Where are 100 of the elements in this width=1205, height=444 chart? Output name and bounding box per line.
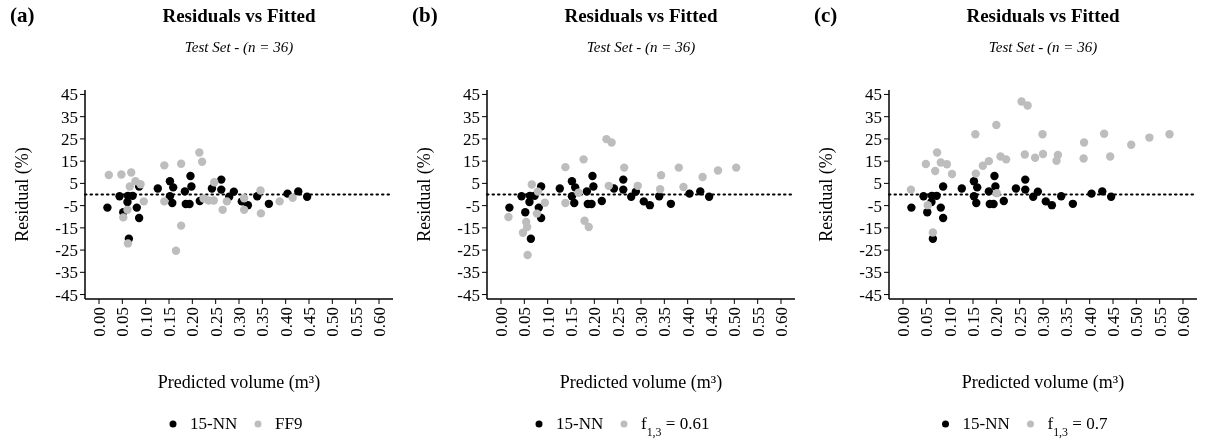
point	[597, 196, 606, 206]
point	[1041, 197, 1050, 206]
point	[180, 187, 190, 196]
point	[186, 171, 195, 181]
y-tick-label: 5	[471, 174, 480, 194]
point	[153, 184, 162, 193]
y-tick-label: 35	[463, 107, 480, 127]
y-tick-label: 35	[61, 107, 78, 127]
x-tick-label: 0.20	[585, 307, 605, 337]
y-tick-label: -5	[465, 196, 480, 216]
point	[656, 170, 666, 180]
point	[1079, 138, 1089, 147]
point	[921, 159, 931, 169]
point	[160, 197, 169, 206]
point	[222, 197, 232, 206]
point	[1021, 175, 1030, 184]
point	[923, 208, 932, 217]
point	[655, 184, 665, 194]
point	[1020, 150, 1029, 159]
x-tick-label: 0.20	[987, 307, 1007, 337]
point	[971, 169, 980, 178]
x-tick-label: 0.45	[701, 307, 721, 337]
point	[165, 192, 175, 201]
point	[176, 159, 186, 169]
point	[923, 200, 932, 210]
point	[217, 175, 226, 184]
point	[1057, 192, 1066, 201]
point	[932, 148, 942, 157]
point	[1098, 187, 1107, 196]
y-tick-label: 15	[865, 152, 882, 172]
x-tick-label: 0.60	[771, 307, 791, 337]
point	[239, 205, 249, 215]
x-tick-label: 0.10	[136, 307, 156, 337]
text: (b)	[412, 3, 438, 27]
point	[218, 205, 227, 215]
y-tick-label: -25	[55, 241, 78, 261]
point	[210, 178, 219, 187]
point	[990, 171, 999, 181]
point	[984, 187, 994, 196]
point	[1127, 140, 1136, 149]
point	[938, 182, 948, 191]
x-tick-label: 0.50	[1127, 307, 1147, 337]
point	[1165, 130, 1174, 139]
point	[1099, 129, 1109, 138]
y-tick-label: 15	[61, 152, 78, 172]
x-tick-label: 0.55	[748, 307, 768, 337]
point	[685, 189, 694, 198]
y-tick-label: 25	[61, 129, 78, 149]
point	[984, 156, 994, 166]
point	[294, 187, 303, 196]
point	[264, 199, 274, 209]
point	[275, 197, 284, 206]
point	[119, 213, 128, 222]
x-tick-label: 0.00	[893, 307, 913, 337]
point	[1023, 101, 1032, 110]
x-tick-label: 0.00	[491, 307, 511, 337]
point	[561, 162, 570, 172]
point	[523, 250, 532, 260]
y-tick-label: -35	[859, 263, 882, 283]
point	[561, 198, 570, 208]
point	[1001, 155, 1011, 164]
point	[619, 185, 628, 194]
point	[928, 228, 938, 237]
point	[674, 163, 683, 172]
point	[696, 187, 705, 196]
point	[518, 228, 528, 237]
point	[256, 209, 266, 218]
point	[607, 138, 616, 147]
point	[947, 169, 957, 179]
point	[123, 205, 132, 215]
point	[1017, 97, 1026, 106]
y-tick-label: 35	[865, 107, 882, 127]
x-tick-label: 0.60	[1173, 307, 1193, 337]
y-tick-label: -35	[457, 263, 480, 283]
point	[713, 166, 723, 175]
y-tick-label: -5	[63, 196, 78, 216]
x-tick-label: 0.15	[561, 307, 581, 337]
x-tick-label: 0.50	[323, 307, 343, 337]
x-tick-label: 0.40	[678, 307, 698, 337]
x-tick-label: 0.40	[276, 307, 296, 337]
point	[127, 168, 136, 177]
x-tick-label: 0.60	[369, 307, 389, 337]
point	[125, 182, 134, 191]
point	[160, 161, 169, 170]
point	[1068, 199, 1078, 209]
point	[134, 213, 144, 223]
point	[942, 160, 952, 169]
point	[619, 175, 628, 184]
point	[1038, 130, 1047, 139]
point	[521, 208, 530, 217]
x-axis-title: Predicted volume (m³)	[559, 372, 723, 393]
chart-subtitle: Test Set - (n = 36)	[586, 39, 696, 56]
text: (c)	[814, 3, 838, 27]
point	[187, 182, 196, 191]
y-tick-label: -15	[55, 218, 78, 238]
chart-subtitle: Test Set - (n = 36)	[988, 39, 1098, 56]
x-tick-label: 0.10	[940, 307, 960, 337]
x-tick-label: 0.05	[917, 307, 937, 337]
point	[207, 184, 217, 193]
y-tick-label: -35	[55, 263, 78, 283]
